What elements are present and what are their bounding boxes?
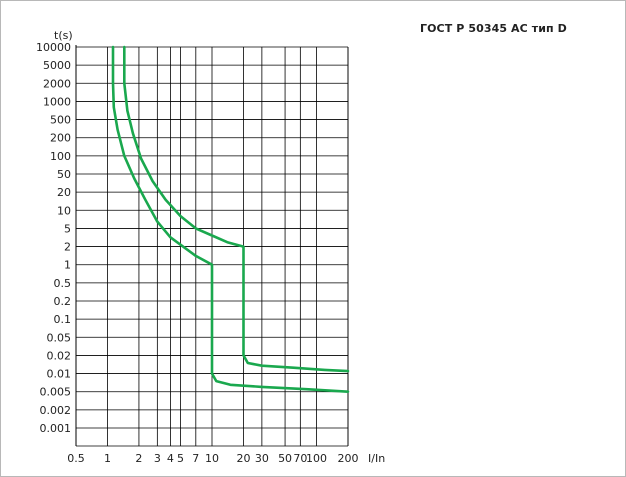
- x-tick-label: 50: [278, 452, 292, 465]
- trip-curves: [111, 45, 350, 393]
- y-tick-label: 5: [64, 222, 71, 235]
- x-tick-label: 4: [167, 452, 174, 465]
- x-tick-label: 10: [205, 452, 219, 465]
- grid-horizontal-lines: [76, 46, 348, 447]
- y-tick-label: 0.1: [54, 313, 72, 326]
- trip-curve-1: [111, 45, 350, 393]
- x-tick-label: 70: [293, 452, 307, 465]
- y-tick-label: 2000: [43, 77, 71, 90]
- y-tick-label: 100: [50, 150, 71, 163]
- y-tick-label: 5000: [43, 59, 71, 72]
- x-tick-label: 200: [338, 452, 359, 465]
- y-tick-label: 50: [57, 168, 71, 181]
- y-tick-label: 0.02: [47, 349, 72, 362]
- y-axis-title: t(s): [54, 29, 73, 42]
- y-tick-label: 10000: [36, 41, 71, 54]
- y-tick-label: 0.005: [40, 386, 72, 399]
- y-tick-label: 0.002: [40, 404, 72, 417]
- y-tick-label: 0.05: [47, 331, 72, 344]
- y-tick-label: 0.01: [47, 368, 72, 381]
- x-tick-label: 3: [154, 452, 161, 465]
- y-tick-label: 20: [57, 186, 71, 199]
- chart-title: ГОСТ Р 50345 АС тип D: [420, 22, 567, 35]
- x-tick-label: 5: [177, 452, 184, 465]
- x-tick-label: 30: [255, 452, 269, 465]
- y-tick-label: 0.001: [40, 422, 72, 435]
- x-tick-label: 100: [306, 452, 327, 465]
- y-tick-label: 0.2: [54, 295, 72, 308]
- y-tick-labels: 10000 5000 2000 1000 500 200 100 50 20 10 5 2 1 0.5 0.…: [36, 41, 71, 435]
- y-tick-label: 0.5: [54, 277, 72, 290]
- y-tick-label: 500: [50, 114, 71, 127]
- x-axis-title: I/In: [368, 452, 385, 465]
- trip-curve-2: [123, 45, 350, 373]
- x-tick-label: 20: [236, 452, 250, 465]
- y-tick-label: 200: [50, 132, 71, 145]
- x-tick-label: 7: [192, 452, 199, 465]
- y-tick-label: 10: [57, 204, 71, 217]
- x-tick-label: 0.5: [67, 452, 85, 465]
- x-tick-label: 2: [135, 452, 142, 465]
- y-tick-label: 1000: [43, 95, 71, 108]
- y-tick-label: 1: [64, 259, 71, 272]
- x-tick-label: 1: [104, 452, 111, 465]
- y-tick-label: 2: [64, 241, 71, 254]
